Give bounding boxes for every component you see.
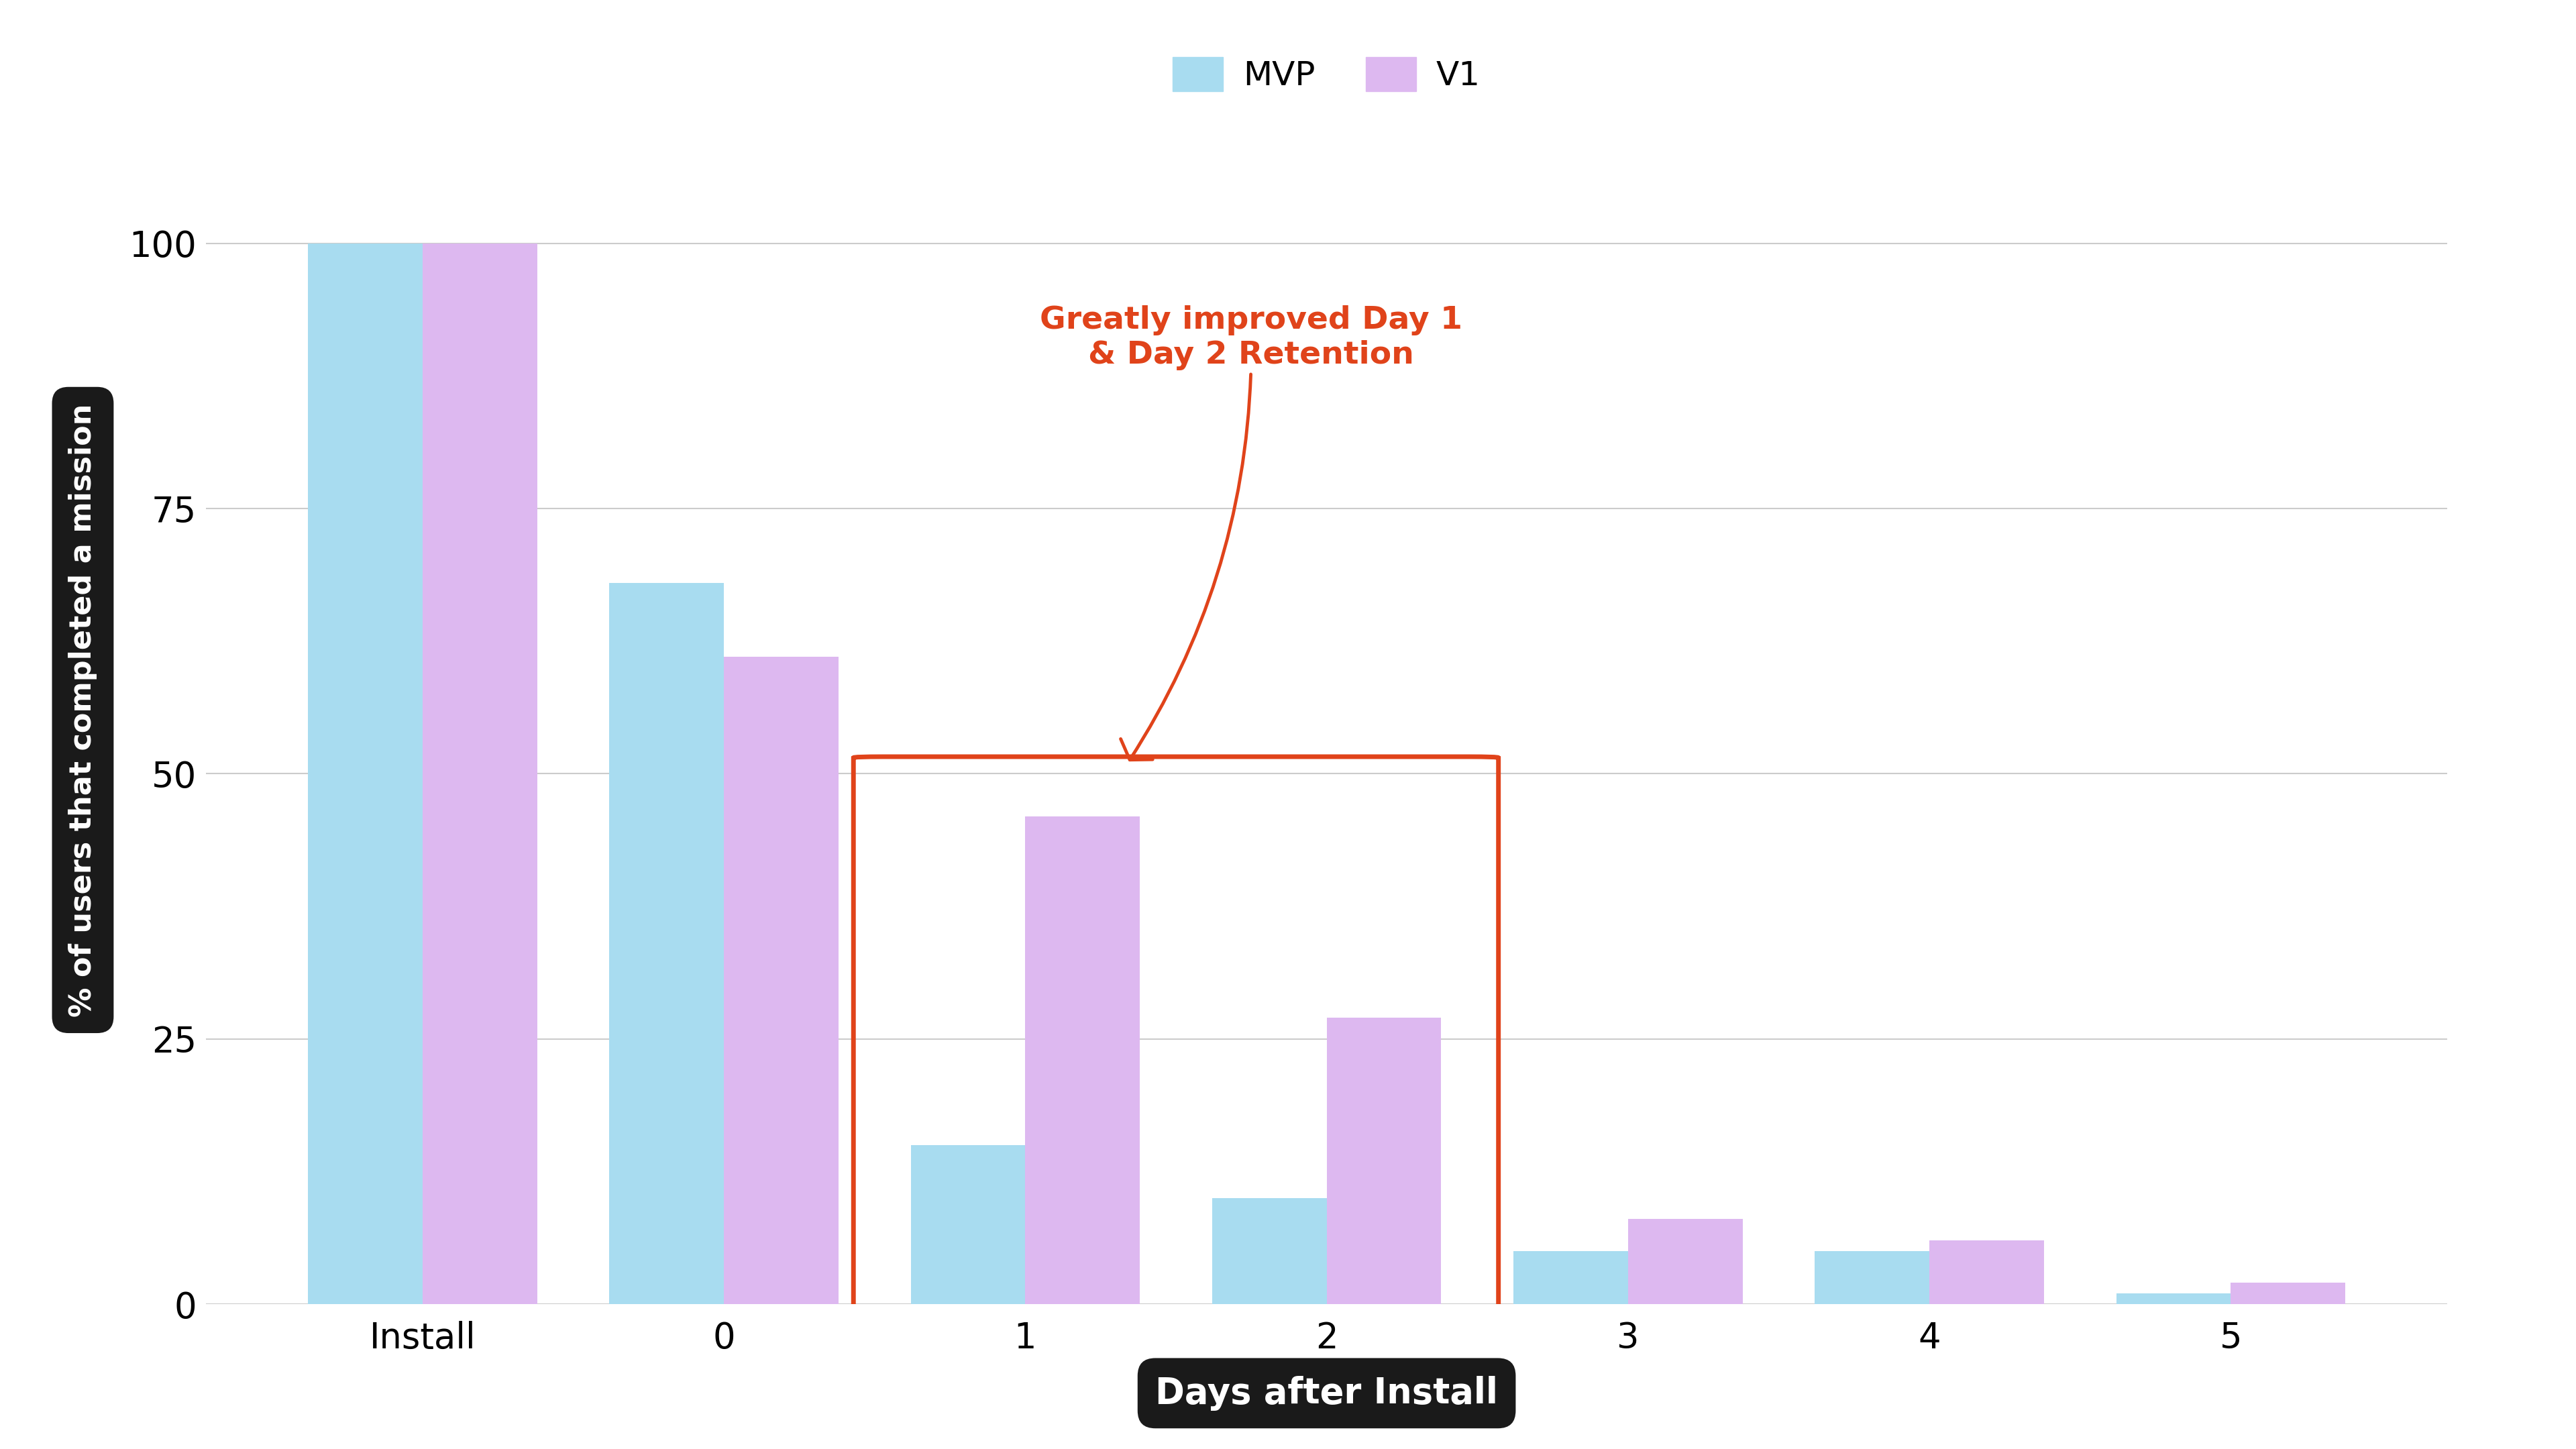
- Bar: [1515, 1250, 1628, 1304]
- Bar: [724, 656, 837, 1304]
- Text: % of users that completed a mission: % of users that completed a mission: [70, 403, 98, 1017]
- Bar: [1816, 1250, 1929, 1304]
- Text: Greatly improved Day 1
& Day 2 Retention: Greatly improved Day 1 & Day 2 Retention: [1041, 306, 1463, 759]
- Bar: [1327, 1017, 1440, 1304]
- Bar: [611, 582, 724, 1304]
- Bar: [309, 243, 422, 1304]
- Bar: [422, 243, 536, 1304]
- Bar: [2117, 1294, 2231, 1304]
- Bar: [1929, 1240, 2043, 1304]
- Bar: [1025, 816, 1139, 1304]
- Bar: [1628, 1219, 1741, 1304]
- Text: Days after Install: Days after Install: [1154, 1375, 1499, 1411]
- Legend: MVP, V1: MVP, V1: [1159, 43, 1494, 106]
- Bar: [2231, 1282, 2344, 1304]
- Bar: [1213, 1198, 1327, 1304]
- Bar: [912, 1145, 1025, 1304]
